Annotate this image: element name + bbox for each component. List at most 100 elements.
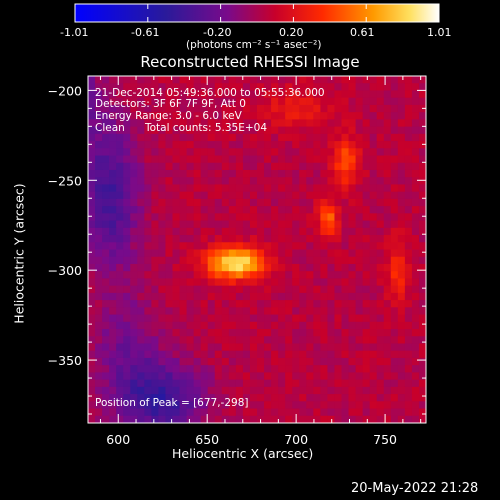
heatmap-cell bbox=[109, 184, 117, 193]
heatmap-cell bbox=[186, 379, 195, 388]
heatmap-cell bbox=[137, 141, 145, 149]
heatmap-cell bbox=[390, 278, 399, 287]
heatmap-cell bbox=[109, 357, 117, 366]
heatmap-cell bbox=[327, 90, 335, 99]
heatmap-cell bbox=[355, 379, 364, 388]
heatmap-cell bbox=[271, 336, 279, 344]
heatmap-cell bbox=[411, 242, 420, 250]
heatmap-cell bbox=[172, 162, 181, 171]
heatmap-cell bbox=[257, 357, 265, 366]
heatmap-cell bbox=[348, 386, 357, 395]
heatmap-cell bbox=[278, 314, 286, 323]
heatmap-cell bbox=[334, 169, 342, 178]
heatmap-cell bbox=[130, 386, 138, 395]
heatmap-cell bbox=[116, 256, 124, 265]
heatmap-cell bbox=[264, 357, 272, 366]
heatmap-cell bbox=[214, 314, 223, 323]
heatmap-cell bbox=[411, 220, 420, 229]
heatmap-cell bbox=[179, 104, 188, 113]
heatmap-cell bbox=[123, 271, 131, 279]
heatmap-cell bbox=[306, 177, 314, 185]
heatmap-cell bbox=[88, 126, 96, 135]
heatmap-cell bbox=[292, 401, 300, 410]
heatmap-cell bbox=[264, 300, 272, 308]
heatmap-cell bbox=[228, 343, 237, 352]
heatmap-cell bbox=[200, 415, 209, 424]
heatmap-cell bbox=[123, 119, 131, 128]
heatmap-cell bbox=[362, 314, 371, 323]
heatmap-cell bbox=[151, 263, 159, 272]
heatmap-cell bbox=[390, 271, 399, 279]
heatmap-cell bbox=[404, 112, 413, 120]
heatmap-cell bbox=[278, 365, 286, 373]
heatmap-cell bbox=[130, 213, 138, 222]
heatmap-cell bbox=[327, 83, 335, 91]
heatmap-cell bbox=[292, 162, 300, 171]
heatmap-cell bbox=[158, 350, 166, 359]
heatmap-cell bbox=[158, 394, 166, 402]
heatmap-cell bbox=[271, 292, 279, 301]
heatmap-cell bbox=[249, 76, 258, 84]
heatmap-cell bbox=[193, 169, 202, 178]
heatmap-cell bbox=[242, 104, 251, 113]
heatmap-cell bbox=[123, 227, 131, 236]
heatmap-cell bbox=[158, 206, 166, 214]
heatmap-cell bbox=[130, 76, 138, 84]
heatmap-cell bbox=[172, 198, 181, 207]
heatmap-cell bbox=[186, 343, 195, 352]
heatmap-cell bbox=[334, 278, 342, 287]
heatmap-cell bbox=[144, 271, 152, 279]
heatmap-cell bbox=[137, 386, 145, 395]
heatmap-cell bbox=[299, 191, 307, 200]
heatmap-cell bbox=[264, 271, 272, 279]
heatmap-cell bbox=[278, 83, 286, 91]
heatmap-cell bbox=[137, 112, 145, 120]
heatmap-cell bbox=[207, 357, 216, 366]
heatmap-cell bbox=[320, 97, 328, 106]
heatmap-cell bbox=[249, 415, 258, 424]
heatmap-cell bbox=[137, 90, 145, 99]
heatmap-cell bbox=[116, 242, 124, 250]
heatmap-cell bbox=[109, 408, 117, 417]
heatmap-cell bbox=[390, 76, 399, 84]
heatmap-cell bbox=[334, 198, 342, 207]
heatmap-cell bbox=[130, 162, 138, 171]
heatmap-cell bbox=[278, 242, 286, 250]
heatmap-cell bbox=[207, 379, 216, 388]
heatmap-cell bbox=[362, 415, 371, 424]
heatmap-cell bbox=[109, 285, 117, 294]
heatmap-cell bbox=[278, 119, 286, 128]
heatmap-cell bbox=[418, 415, 427, 424]
heatmap-cell bbox=[285, 155, 293, 164]
heatmap-cell bbox=[88, 76, 96, 84]
heatmap-cell bbox=[320, 278, 328, 287]
heatmap-cell bbox=[397, 314, 406, 323]
heatmap-cell bbox=[221, 227, 230, 236]
heatmap-cell bbox=[285, 300, 293, 308]
heatmap-cell bbox=[271, 242, 279, 250]
heatmap-cell bbox=[376, 90, 385, 99]
heatmap-cell bbox=[390, 408, 399, 417]
heatmap-cell bbox=[102, 90, 110, 99]
heatmap-cell bbox=[355, 336, 364, 344]
heatmap-cell bbox=[334, 263, 342, 272]
heatmap-cell bbox=[271, 97, 279, 106]
heatmap-cell bbox=[214, 169, 223, 178]
colorbar-tick-label: 1.01 bbox=[427, 26, 452, 39]
heatmap-cell bbox=[109, 386, 117, 395]
heatmap-cell bbox=[341, 155, 350, 164]
heatmap-cell bbox=[95, 76, 103, 84]
heatmap-cell bbox=[390, 198, 399, 207]
heatmap-cell bbox=[151, 112, 159, 120]
heatmap-cell bbox=[179, 379, 188, 388]
heatmap-cell bbox=[95, 292, 103, 301]
heatmap-cell bbox=[144, 126, 152, 135]
heatmap-cell bbox=[376, 133, 385, 142]
heatmap-cell bbox=[341, 329, 350, 337]
heatmap-cell bbox=[257, 227, 265, 236]
heatmap-cell bbox=[334, 141, 342, 149]
heatmap-cell bbox=[158, 307, 166, 316]
heatmap-cell bbox=[144, 263, 152, 272]
heatmap-cell bbox=[95, 213, 103, 222]
heatmap-cell bbox=[221, 365, 230, 373]
